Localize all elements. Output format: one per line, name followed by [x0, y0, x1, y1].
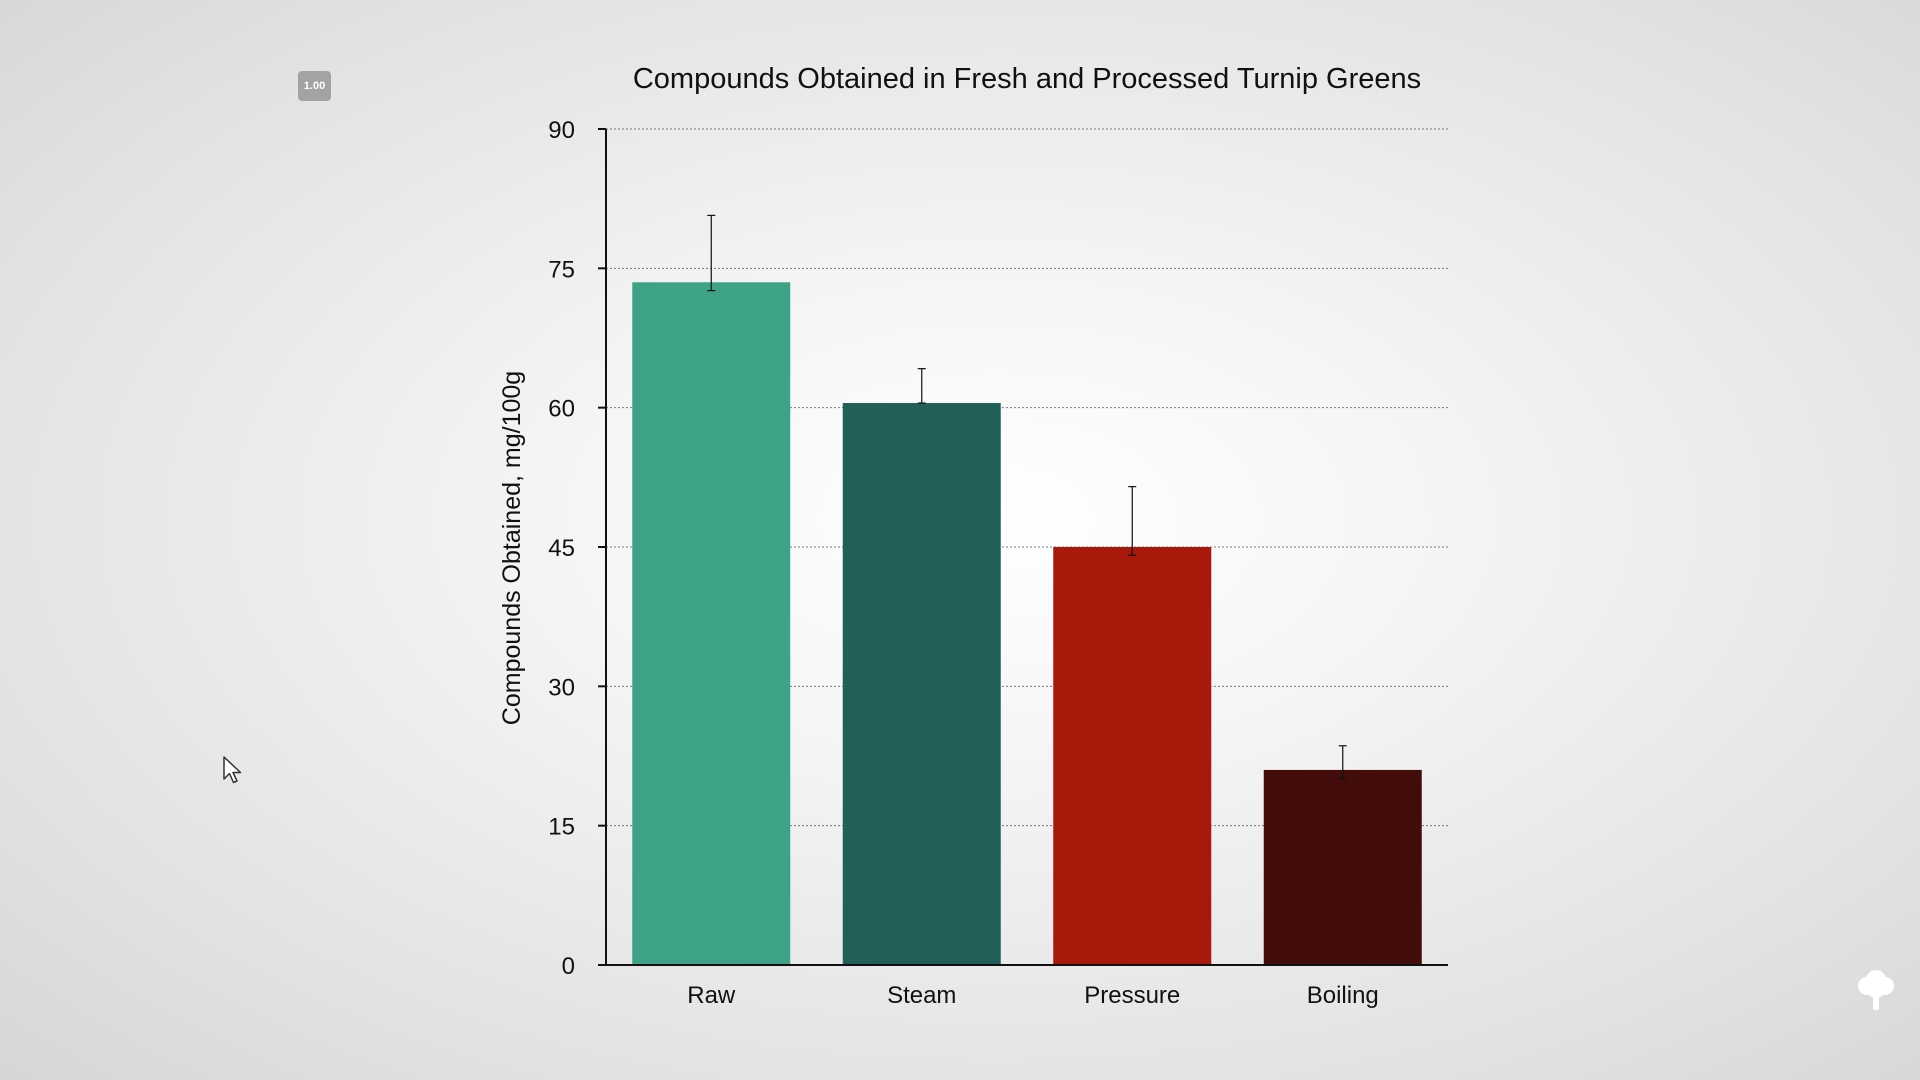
x-tick-label: Pressure [1084, 982, 1180, 1009]
bar-steam [842, 403, 1001, 965]
x-tick-label: Steam [887, 982, 956, 1009]
bar-pressure [1053, 547, 1212, 965]
y-tick-label: 0 [562, 953, 575, 980]
x-tick-label: Raw [687, 982, 736, 1009]
y-tick-label: 75 [548, 256, 575, 283]
axes: 0 15 30 45 60 75 90 Raw Steam Pressure Boiling [548, 117, 1448, 1009]
bar-raw [632, 282, 791, 965]
y-tick-label: 90 [548, 117, 575, 144]
y-tick-label: 30 [548, 674, 575, 701]
x-tick-label: Boiling [1307, 982, 1379, 1009]
y-tick-label: 60 [548, 396, 575, 423]
y-axis-label: Compounds Obtained, mg/100g [498, 371, 526, 725]
zoom-level-badge[interactable]: 1.00 [298, 71, 331, 101]
tree-icon[interactable] [1856, 968, 1896, 1012]
bars [632, 282, 1422, 965]
error-bars [707, 214, 1347, 780]
mouse-pointer-icon [223, 756, 242, 784]
y-tick-label: 15 [548, 814, 575, 841]
bar-boiling [1263, 769, 1422, 965]
chart-title: Compounds Obtained in Fresh and Processe… [633, 63, 1421, 95]
y-tick-label: 45 [548, 535, 575, 562]
